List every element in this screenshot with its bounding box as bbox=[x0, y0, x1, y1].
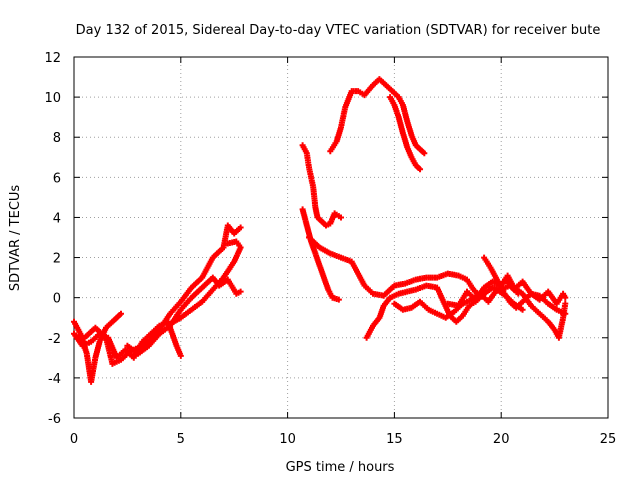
x-tick-label: 0 bbox=[70, 432, 78, 447]
series-arc-10 bbox=[306, 234, 483, 299]
chart-title: Day 132 of 2015, Sidereal Day-to-day VTE… bbox=[76, 23, 601, 38]
axis-ticks: 0 5 10 15 20 25 -6 -4 -2 0 2 4 6 8 10 12 bbox=[44, 51, 616, 447]
y-tick-label: 6 bbox=[53, 171, 61, 186]
data-point-marks bbox=[306, 234, 483, 299]
series-arc-8 bbox=[387, 94, 424, 173]
series-arc-14 bbox=[481, 254, 569, 311]
y-tick-label: 4 bbox=[53, 211, 61, 226]
y-tick-label: 0 bbox=[53, 292, 61, 307]
data-point-marks bbox=[327, 76, 428, 157]
series-arc-7 bbox=[327, 76, 428, 157]
x-tick-label: 15 bbox=[386, 432, 403, 447]
x-tick-label: 10 bbox=[279, 432, 296, 447]
y-axis-title: SDTVAR / TECUs bbox=[8, 185, 23, 292]
series-arc-3 bbox=[81, 222, 244, 367]
grid-lines bbox=[74, 57, 608, 418]
data-point-marks bbox=[481, 254, 569, 311]
y-tick-label: 12 bbox=[44, 51, 61, 66]
y-tick-label: 2 bbox=[53, 252, 61, 267]
series-arc-15 bbox=[502, 276, 569, 317]
y-tick-label: 10 bbox=[44, 91, 61, 106]
data-point-marks bbox=[387, 94, 424, 173]
x-tick-label: 20 bbox=[493, 432, 510, 447]
series-arc-6 bbox=[299, 142, 344, 229]
series-arc-13 bbox=[444, 272, 569, 341]
data-point-marks bbox=[502, 276, 569, 317]
x-tick-label: 25 bbox=[600, 432, 617, 447]
data-point-marks bbox=[167, 238, 244, 327]
x-axis-title: GPS time / hours bbox=[286, 460, 395, 475]
plot-frame bbox=[73, 56, 609, 419]
data-point-marks bbox=[299, 142, 344, 229]
data-point-marks bbox=[444, 272, 569, 341]
series-arc-5 bbox=[167, 238, 244, 327]
data-point-marks bbox=[81, 222, 244, 367]
y-tick-label: -4 bbox=[48, 372, 61, 387]
x-tick-label: 5 bbox=[177, 432, 185, 447]
y-tick-label: 8 bbox=[53, 131, 61, 146]
y-tick-label: -2 bbox=[48, 332, 61, 347]
y-tick-label: -6 bbox=[48, 412, 61, 427]
data-points bbox=[71, 76, 569, 385]
